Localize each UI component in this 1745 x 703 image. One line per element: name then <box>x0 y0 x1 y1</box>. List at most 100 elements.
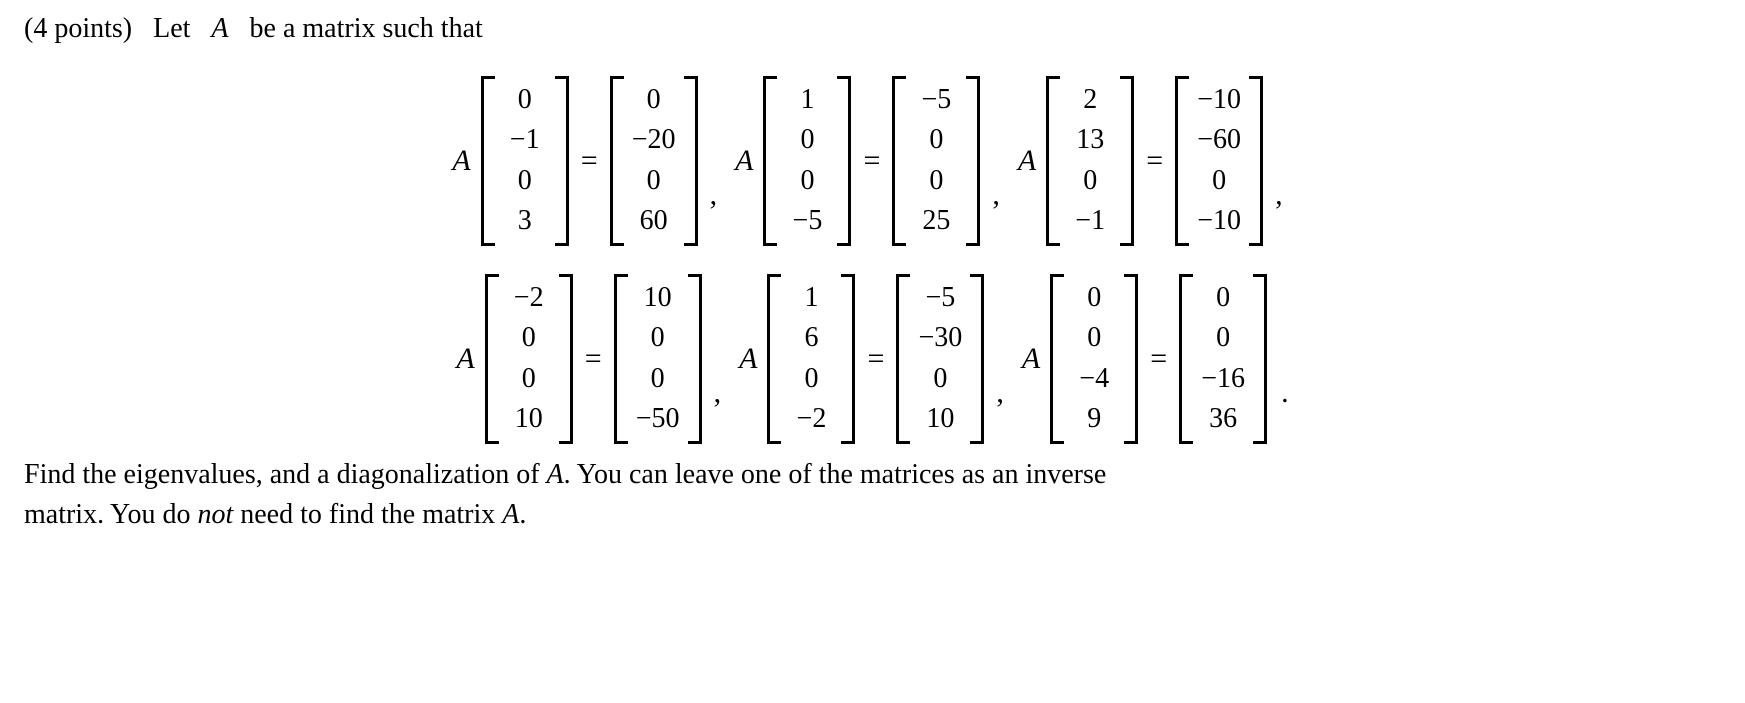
vector-entry: −5 <box>914 85 958 116</box>
bracket-right <box>555 76 569 246</box>
bracket-right <box>684 76 698 246</box>
column-vector: −10−600−10 <box>1175 76 1263 246</box>
equals-sign: = <box>583 339 604 380</box>
vector-entry: 0 <box>1072 283 1116 314</box>
bracket-left <box>614 274 628 444</box>
vector-entry: 10 <box>636 283 680 314</box>
matrix-A-symbol: A <box>735 141 753 182</box>
comma: , <box>1273 175 1293 216</box>
column-vector: 00−1636 <box>1179 274 1267 444</box>
vector-entry: 0 <box>1201 283 1245 314</box>
vector-entry: 25 <box>914 206 958 237</box>
intro-A: A <box>211 13 228 44</box>
vector-column: −5−30010 <box>910 274 970 444</box>
column-vector: −20010 <box>485 274 573 444</box>
concl-text: Find the eigenvalues, and a diagonalizat… <box>24 459 547 490</box>
period: . <box>1277 373 1289 414</box>
vector-entry: −1 <box>1068 206 1112 237</box>
bracket-left <box>1179 274 1193 444</box>
vector-entry: 0 <box>914 125 958 156</box>
bracket-right <box>1253 274 1267 444</box>
vector-entry: 0 <box>503 85 547 116</box>
bracket-left <box>1050 274 1064 444</box>
matrix-A-symbol: A <box>1018 141 1036 182</box>
vector-column: 0−20060 <box>624 76 684 246</box>
column-vector: 0−20060 <box>610 76 698 246</box>
vector-entry: 0 <box>507 323 551 354</box>
vector-entry: 1 <box>789 283 833 314</box>
column-vector: −5−30010 <box>896 274 984 444</box>
bracket-right <box>841 274 855 444</box>
vector-column: 100−5 <box>777 76 837 246</box>
vector-column: −10−600−10 <box>1189 76 1249 246</box>
vector-entry: −16 <box>1201 364 1245 395</box>
equation: A00−49=00−1636. <box>1022 274 1289 444</box>
matrix-A-symbol: A <box>456 339 474 380</box>
concl-A2: A <box>502 499 519 530</box>
bracket-right <box>1124 274 1138 444</box>
bracket-right <box>966 76 980 246</box>
matrix-A-symbol: A <box>739 339 757 380</box>
comma: , <box>708 175 728 216</box>
vector-entry: −5 <box>918 283 962 314</box>
intro-suffix: be a matrix such that <box>250 13 483 44</box>
conclusion-line-2: matrix. You do not need to find the matr… <box>24 496 1721 534</box>
concl-text: matrix. You do <box>24 499 197 530</box>
vector-entry: −20 <box>632 125 676 156</box>
vector-column: 2130−1 <box>1060 76 1120 246</box>
bracket-right <box>1249 76 1263 246</box>
vector-entry: 3 <box>503 206 547 237</box>
concl-text: need to find the matrix <box>233 499 502 530</box>
vector-entry: 36 <box>1201 404 1245 435</box>
vector-entry: 0 <box>503 166 547 197</box>
equation: A100−5=−50025, <box>735 76 1010 246</box>
intro-prefix: Let <box>153 13 190 44</box>
equation: A −20010 = 10 0 0 −50, <box>456 274 731 444</box>
vector-entry: 60 <box>632 206 676 237</box>
vector-entry: 0 <box>632 166 676 197</box>
vector-column: 0 −1 0 3 <box>495 76 555 246</box>
vector-entry: −1 <box>503 125 547 156</box>
bracket-left <box>892 76 906 246</box>
problem-page: (4 points) Let A be a matrix such that A… <box>0 0 1745 703</box>
vector-entry: 2 <box>1068 85 1112 116</box>
vector-entry: 1 <box>785 85 829 116</box>
equals-sign: = <box>1148 339 1169 380</box>
equation: A2130−1=−10−600−10, <box>1018 76 1293 246</box>
vector-entry: 0 <box>918 364 962 395</box>
vector-entry: −4 <box>1072 364 1116 395</box>
comma: , <box>990 175 1010 216</box>
concl-text: . <box>519 499 526 530</box>
vector-entry: 0 <box>785 166 829 197</box>
vector-entry: −50 <box>636 404 680 435</box>
vector-entry: −60 <box>1197 125 1241 156</box>
bracket-left <box>610 76 624 246</box>
vector-entry: −2 <box>789 404 833 435</box>
vector-entry: 9 <box>1072 404 1116 435</box>
column-vector: −50025 <box>892 76 980 246</box>
points-label: (4 points) <box>24 13 132 44</box>
vector-entry: −10 <box>1197 85 1241 116</box>
bracket-left <box>763 76 777 246</box>
bracket-left <box>485 274 499 444</box>
equations-block: A0−103=0−20060,A100−5=−50025,A2130−1=−10… <box>24 76 1721 444</box>
comma: , <box>712 373 732 414</box>
bracket-left <box>1175 76 1189 246</box>
conclusion-line-1: Find the eigenvalues, and a diagonalizat… <box>24 456 1721 494</box>
vector-entry: 0 <box>785 125 829 156</box>
equals-sign: = <box>579 141 600 182</box>
vector-entry: 0 <box>636 364 680 395</box>
vector-entry: 0 <box>507 364 551 395</box>
equation-row: A−20010=1000−50,A160−2=−5−30010,A00−49=0… <box>24 274 1721 444</box>
comma: , <box>994 373 1014 414</box>
equation: A160−2=−5−30010, <box>739 274 1014 444</box>
vector-entry: 10 <box>918 404 962 435</box>
bracket-left <box>481 76 495 246</box>
intro-line: (4 points) Let A be a matrix such that <box>24 10 1721 48</box>
column-vector: 0 −1 0 3 <box>481 76 569 246</box>
vector-column: −20010 <box>499 274 559 444</box>
vector-entry: 0 <box>636 323 680 354</box>
vector-entry: 0 <box>1068 166 1112 197</box>
vector-entry: 6 <box>789 323 833 354</box>
matrix-A-symbol: A <box>1022 339 1040 380</box>
